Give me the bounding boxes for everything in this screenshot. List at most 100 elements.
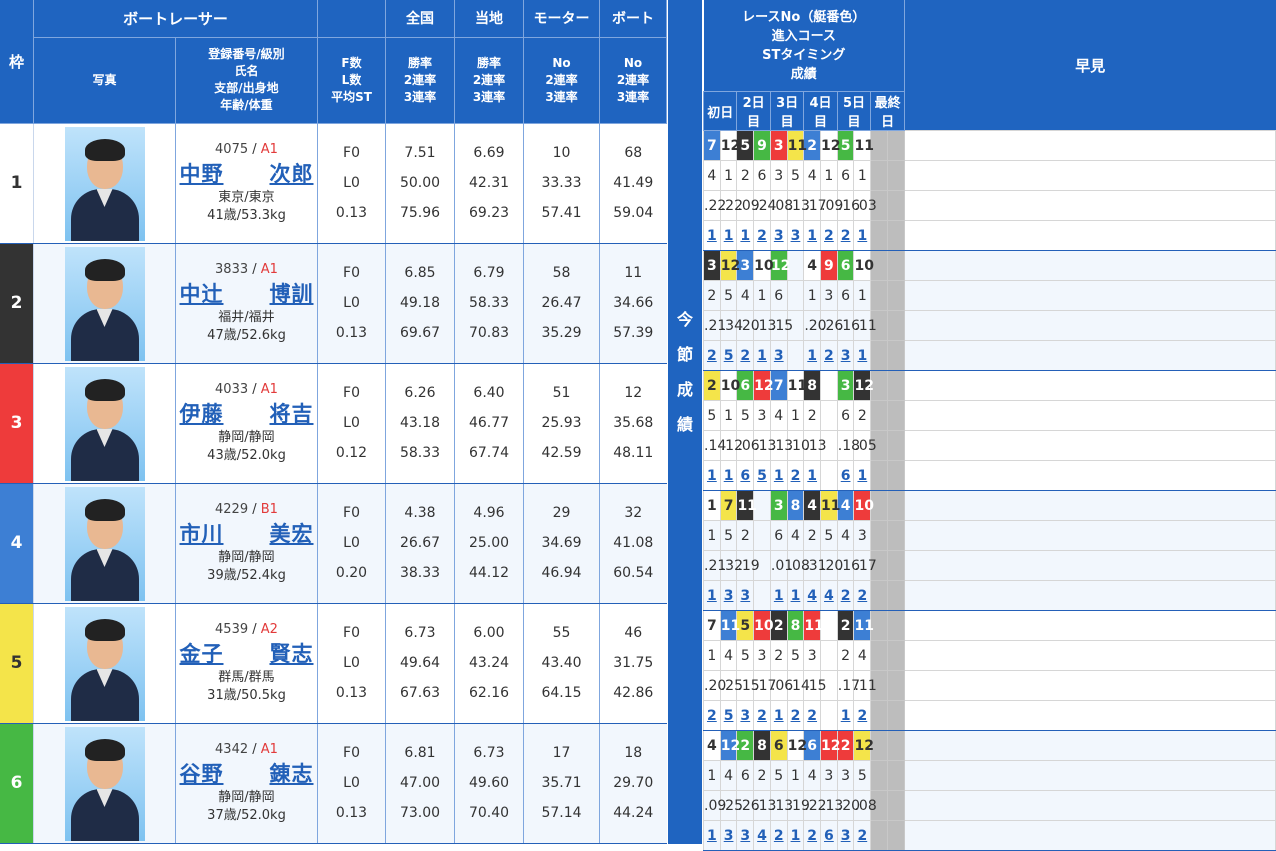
race-result-link[interactable]: 2	[857, 587, 868, 604]
race-result-link[interactable]: 3	[723, 587, 734, 604]
race-result[interactable]: 3	[786, 220, 805, 251]
race-result[interactable]: 1	[703, 580, 721, 611]
race-result[interactable]: 2	[836, 220, 855, 251]
race-result[interactable]: 2	[703, 340, 721, 371]
race-result-link[interactable]: 2	[840, 227, 851, 244]
race-result-link[interactable]: 2	[857, 827, 868, 844]
race-result[interactable]: 6	[836, 460, 855, 491]
race-result-link[interactable]: 2	[824, 227, 834, 244]
race-result-link[interactable]: 6	[840, 467, 851, 484]
race-result[interactable]: 2	[853, 700, 872, 731]
race-result-link[interactable]: 6	[824, 827, 834, 844]
race-result-link[interactable]: 1	[857, 347, 868, 364]
race-result[interactable]: 1	[786, 580, 805, 611]
race-result[interactable]: 1	[853, 340, 872, 371]
race-result[interactable]: 4	[753, 820, 771, 851]
racer-name-link[interactable]: 中辻 博訓	[180, 279, 314, 309]
race-result[interactable]: 3	[836, 340, 855, 371]
race-result[interactable]: 2	[836, 580, 855, 611]
race-result-link[interactable]: 2	[807, 827, 818, 844]
race-result[interactable]: 1	[853, 220, 872, 251]
race-result-link[interactable]: 1	[857, 467, 868, 484]
race-result[interactable]: 2	[753, 220, 771, 251]
race-result-link[interactable]: 3	[723, 827, 734, 844]
race-result-link[interactable]: 5	[723, 707, 734, 724]
race-result-link[interactable]: 1	[723, 227, 734, 244]
race-result[interactable]: 1	[703, 460, 721, 491]
race-result-link[interactable]: 2	[773, 827, 784, 844]
race-result[interactable]: 2	[853, 820, 872, 851]
race-result-link[interactable]: 1	[706, 227, 717, 244]
racer-name-link[interactable]: 中野 次郎	[180, 159, 314, 189]
race-result-link[interactable]: 1	[706, 587, 717, 604]
race-result[interactable]: 1	[769, 700, 788, 731]
race-result[interactable]	[820, 460, 838, 491]
race-result[interactable]: 1	[786, 820, 805, 851]
race-result-link[interactable]: 2	[807, 707, 818, 724]
race-result-link[interactable]: 1	[740, 227, 751, 244]
race-result[interactable]: 1	[719, 220, 738, 251]
race-result[interactable]: 2	[853, 580, 872, 611]
racer-name-link[interactable]: 谷野 錬志	[180, 759, 314, 789]
race-result-link[interactable]: 3	[740, 827, 751, 844]
race-result[interactable]: 2	[703, 700, 721, 731]
racer-name-link[interactable]: 金子 賢志	[180, 639, 314, 669]
race-result[interactable]: 3	[736, 580, 755, 611]
race-result[interactable]: 1	[803, 340, 822, 371]
race-result[interactable]: 3	[719, 820, 738, 851]
race-result[interactable]: 3	[719, 580, 738, 611]
race-result-link[interactable]: 5	[757, 467, 767, 484]
race-result-link[interactable]: 2	[790, 467, 801, 484]
race-result[interactable]: 2	[820, 340, 838, 371]
race-result-link[interactable]: 3	[773, 347, 784, 364]
race-result-link[interactable]: 4	[807, 587, 818, 604]
race-result[interactable]: 3	[769, 220, 788, 251]
race-result[interactable]: 3	[836, 820, 855, 851]
race-result[interactable]: 1	[803, 460, 822, 491]
race-result-link[interactable]: 1	[723, 467, 734, 484]
race-result[interactable]: 1	[803, 220, 822, 251]
race-result-link[interactable]: 3	[840, 347, 851, 364]
race-result-link[interactable]: 2	[740, 347, 751, 364]
race-result[interactable]: 2	[753, 700, 771, 731]
racer-name-link[interactable]: 伊藤 将吉	[180, 399, 314, 429]
race-result[interactable]: 5	[719, 700, 738, 731]
race-result[interactable]: 5	[753, 460, 771, 491]
race-result-link[interactable]: 1	[706, 467, 717, 484]
race-result[interactable]: 2	[769, 820, 788, 851]
race-result[interactable]: 2	[736, 340, 755, 371]
race-result-link[interactable]: 3	[740, 587, 751, 604]
race-result[interactable]: 1	[769, 460, 788, 491]
race-result[interactable]: 5	[719, 340, 738, 371]
race-result[interactable]: 1	[703, 820, 721, 851]
race-result-link[interactable]: 3	[840, 827, 851, 844]
race-result[interactable]	[820, 700, 838, 731]
race-result-link[interactable]: 4	[757, 827, 767, 844]
race-result-link[interactable]: 1	[773, 707, 784, 724]
race-result[interactable]: 2	[820, 220, 838, 251]
race-result[interactable]: 6	[736, 460, 755, 491]
race-result-link[interactable]: 1	[757, 347, 767, 364]
race-result[interactable]: 1	[703, 220, 721, 251]
race-result[interactable]: 3	[769, 340, 788, 371]
race-result-link[interactable]: 1	[773, 467, 784, 484]
race-result-link[interactable]: 2	[757, 707, 767, 724]
racer-name-link[interactable]: 市川 美宏	[180, 519, 314, 549]
race-result-link[interactable]: 2	[857, 707, 868, 724]
race-result-link[interactable]: 1	[807, 467, 818, 484]
race-result[interactable]: 1	[853, 460, 872, 491]
race-result[interactable]	[753, 580, 771, 611]
race-result[interactable]: 1	[736, 220, 755, 251]
race-result[interactable]: 4	[820, 580, 838, 611]
race-result-link[interactable]: 1	[807, 347, 818, 364]
race-result-link[interactable]: 2	[790, 707, 801, 724]
race-result[interactable]: 3	[736, 700, 755, 731]
race-result[interactable]	[786, 340, 805, 371]
race-result-link[interactable]: 2	[706, 347, 717, 364]
race-result-link[interactable]: 3	[740, 707, 751, 724]
race-result-link[interactable]: 1	[790, 827, 801, 844]
race-result-link[interactable]: 1	[840, 707, 851, 724]
race-result-link[interactable]: 1	[773, 587, 784, 604]
race-result-link[interactable]: 1	[706, 827, 717, 844]
race-result-link[interactable]: 3	[773, 227, 784, 244]
